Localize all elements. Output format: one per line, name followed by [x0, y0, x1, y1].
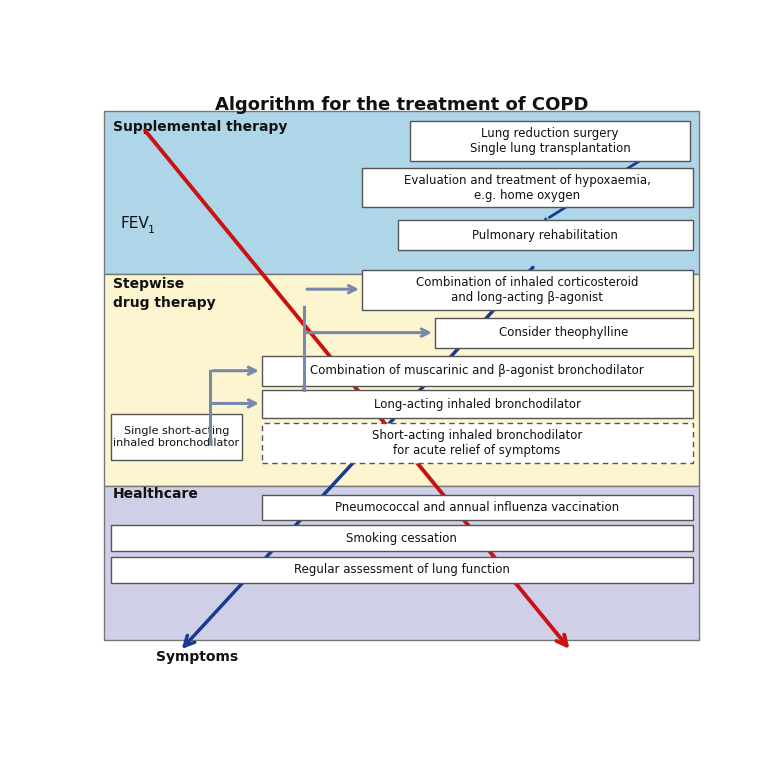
FancyBboxPatch shape: [262, 356, 693, 386]
Text: Pulmonary rehabilitation: Pulmonary rehabilitation: [472, 229, 619, 241]
Text: Evaluation and treatment of hypoxaemia,
e.g. home oxygen: Evaluation and treatment of hypoxaemia, …: [404, 174, 651, 202]
FancyBboxPatch shape: [262, 495, 693, 520]
Text: Algorithm for the treatment of COPD: Algorithm for the treatment of COPD: [215, 96, 588, 114]
Text: Lung reduction surgery
Single lung transplantation: Lung reduction surgery Single lung trans…: [470, 127, 630, 155]
Text: Combination of inhaled corticosteroid
and long-acting β-agonist: Combination of inhaled corticosteroid an…: [416, 276, 638, 304]
FancyBboxPatch shape: [104, 274, 698, 485]
FancyBboxPatch shape: [262, 423, 693, 463]
FancyBboxPatch shape: [104, 111, 698, 274]
FancyBboxPatch shape: [435, 318, 693, 348]
Text: Symptoms: Symptoms: [156, 650, 238, 664]
Text: Regular assessment of lung function: Regular assessment of lung function: [294, 564, 510, 577]
Text: Consider theophylline: Consider theophylline: [499, 326, 628, 339]
Text: Combination of muscarinic and β-agonist bronchodilator: Combination of muscarinic and β-agonist …: [310, 364, 644, 377]
FancyBboxPatch shape: [410, 121, 690, 162]
FancyBboxPatch shape: [111, 414, 242, 460]
FancyBboxPatch shape: [362, 169, 693, 207]
Text: 1: 1: [148, 225, 154, 235]
FancyBboxPatch shape: [362, 270, 693, 310]
FancyBboxPatch shape: [262, 390, 693, 418]
Text: FEV: FEV: [121, 216, 150, 231]
Text: Supplemental therapy: Supplemental therapy: [113, 120, 287, 134]
FancyBboxPatch shape: [399, 220, 693, 250]
Text: Smoking cessation: Smoking cessation: [346, 532, 457, 545]
FancyBboxPatch shape: [111, 557, 693, 583]
Text: Stepwise
drug therapy: Stepwise drug therapy: [113, 278, 215, 310]
FancyBboxPatch shape: [104, 485, 698, 640]
Text: Short-acting inhaled bronchodilator
for acute relief of symptoms: Short-acting inhaled bronchodilator for …: [372, 429, 583, 457]
Text: Long-acting inhaled bronchodilator: Long-acting inhaled bronchodilator: [373, 397, 581, 410]
Text: Single short-acting
inhaled bronchodilator: Single short-acting inhaled bronchodilat…: [114, 426, 240, 448]
FancyBboxPatch shape: [111, 526, 693, 551]
Text: Pneumococcal and annual influenza vaccination: Pneumococcal and annual influenza vaccin…: [335, 501, 619, 514]
Text: Healthcare: Healthcare: [113, 487, 199, 501]
